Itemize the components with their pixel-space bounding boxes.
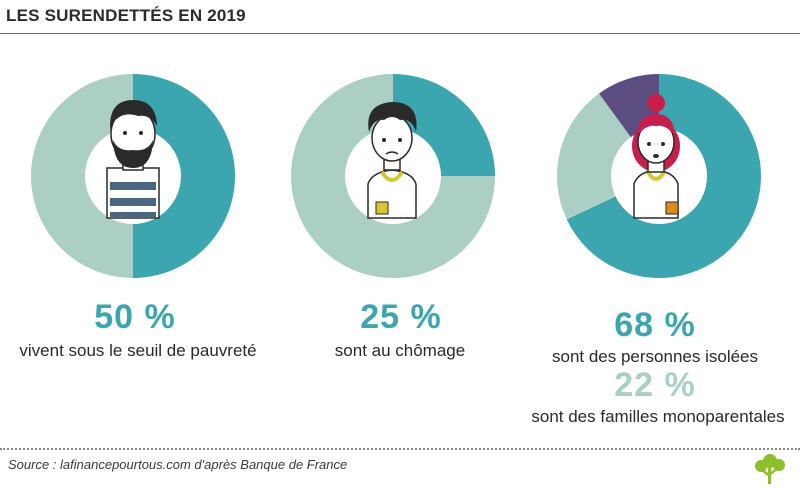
stat-percent-single-parent: 22 % [614, 366, 696, 404]
donut-chart-poverty [31, 74, 235, 278]
stat-caption-isolated: sont des personnes isolées [551, 347, 759, 366]
donut-chart-unemployment [291, 74, 495, 278]
donut-slice-other [291, 74, 495, 278]
stat-percent-poverty: 50 % [94, 298, 176, 336]
source-note: Source : lafinancepourtous.com d'après B… [8, 457, 348, 472]
stat-caption-single-parent: sont des familles monoparentales [531, 407, 785, 426]
tree-icon [755, 454, 785, 484]
donut-slice-isolated [566, 74, 761, 278]
donut-chart-isolated [557, 74, 761, 278]
page-title: LES SURENDETTÉS EN 2019 [6, 6, 246, 25]
worried-woman-icon [632, 94, 680, 219]
footer-divider [0, 448, 800, 450]
stat-percent-unemployment: 25 % [360, 298, 442, 336]
stat-caption-unemployment: sont au chômage [334, 341, 466, 360]
donut-slice-single-parent [557, 93, 631, 220]
sad-boy-icon [367, 102, 417, 219]
bearded-man-icon [106, 100, 160, 219]
stat-caption-poverty: vivent sous le seuil de pauvreté [19, 341, 257, 360]
donut-slice-poor [133, 74, 235, 278]
donut-slice-other [31, 74, 133, 278]
title-divider [0, 33, 800, 34]
stat-percent-isolated: 68 % [614, 306, 696, 344]
donut-slice-unemployed [393, 74, 495, 176]
